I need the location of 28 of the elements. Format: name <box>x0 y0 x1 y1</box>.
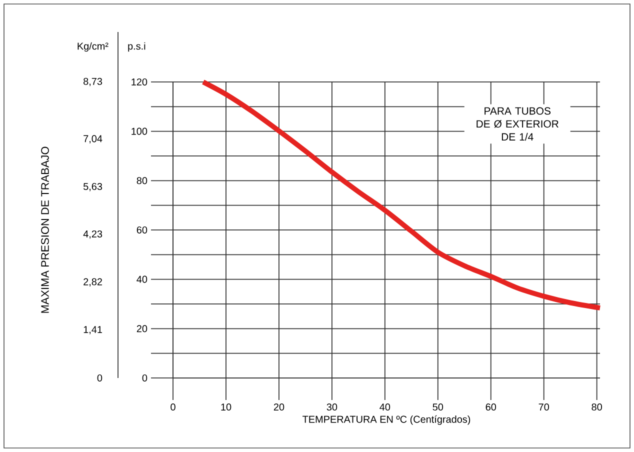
x-tick-label: 20 <box>274 404 284 411</box>
y-tick-label: 100 <box>132 128 148 135</box>
y2-tick-label: 1,41 <box>84 326 102 334</box>
annotation: PARA TUBOS DE Ø EXTERIOR DE 1/4 <box>476 107 558 141</box>
y2-tick-label: 2,82 <box>84 278 102 286</box>
y-tick-label: 20 <box>136 325 148 332</box>
x-tick-label: 50 <box>432 404 444 411</box>
x-tick-label: 10 <box>221 404 232 411</box>
y2-axis-title: Kg/cm² <box>78 42 108 52</box>
x-tick-label: 80 <box>592 404 602 411</box>
x-tick-label: 40 <box>380 404 390 411</box>
x-tick-label: 70 <box>538 404 550 411</box>
x-tick-label: 60 <box>486 404 496 411</box>
y-tick-label: 0 <box>142 374 148 382</box>
y-axis-title: p.s.i <box>128 42 146 52</box>
y-tick-label: 80 <box>136 177 148 184</box>
y2-tick-label: 7,04 <box>84 135 102 144</box>
x-tick-label: 30 <box>326 404 338 411</box>
y2-tick-label: 8,73 <box>84 78 102 86</box>
y-tick-label: 120 <box>132 78 148 86</box>
y-tick-label: 60 <box>136 226 148 234</box>
text: MAXIMA PRESION DE TRABAJO <box>41 146 49 313</box>
x-axis-title: TEMPERATURA EN ºC (Centígrados) <box>302 415 470 425</box>
y2-tick-label: 5,63 <box>84 182 102 192</box>
x-tick-label: 0 <box>170 404 176 411</box>
y2-tick-label: 0 <box>97 374 102 382</box>
y-tick-label: 40 <box>136 276 148 283</box>
y2-tick-label: 4,23 <box>83 230 102 239</box>
